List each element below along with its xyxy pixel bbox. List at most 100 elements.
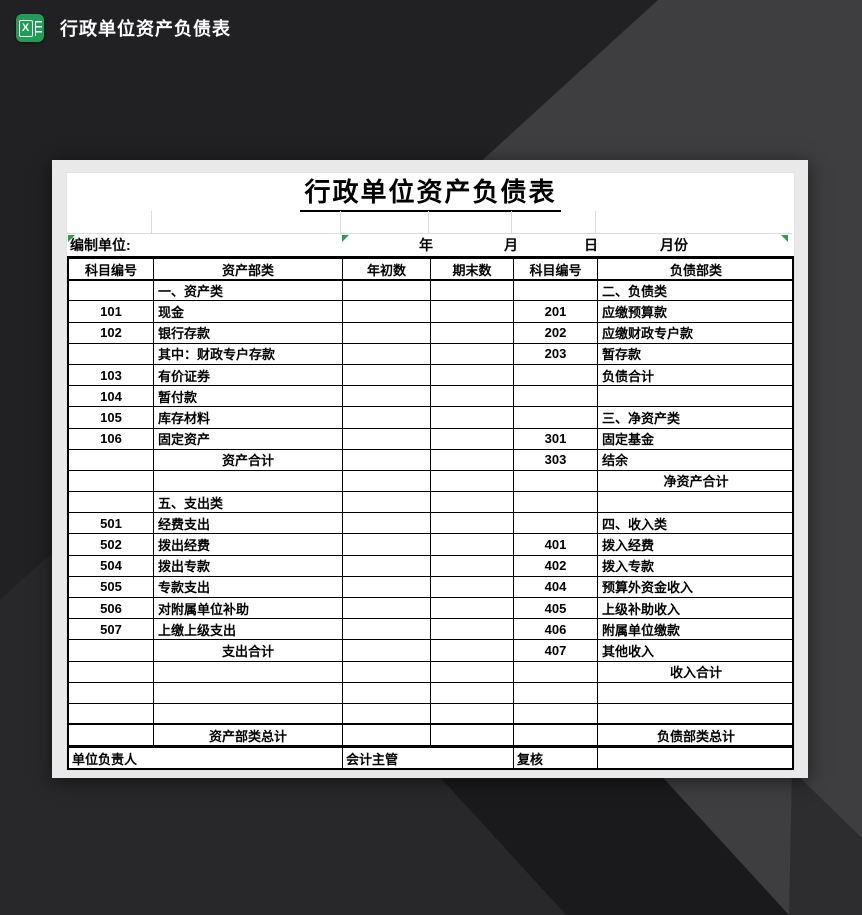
table-cell[interactable]: 固定资产 [154,428,343,450]
table-cell[interactable] [431,703,514,726]
table-cell[interactable]: 202 [514,322,598,344]
table-cell[interactable] [431,619,514,641]
table-cell[interactable] [431,725,514,747]
table-cell[interactable] [514,682,598,704]
table-cell[interactable]: 404 [514,576,598,598]
table-cell[interactable]: 暂存款 [598,344,794,365]
table-cell[interactable]: 二、负债类 [598,280,794,302]
table-cell[interactable]: 对附属单位补助 [154,598,343,620]
table-cell[interactable]: 406 [514,619,598,641]
table-cell[interactable] [514,492,598,514]
table-cell[interactable]: 402 [514,555,598,577]
table-cell[interactable] [431,470,514,493]
header-cell-end[interactable]: 期末数 [431,259,514,281]
table-cell[interactable] [154,661,343,683]
table-cell[interactable]: 经费支出 [154,513,343,535]
table-cell[interactable] [343,301,431,323]
table-cell[interactable]: 银行存款 [154,322,343,344]
table-cell[interactable]: 收入合计 [598,662,794,683]
table-cell[interactable]: 资产部类总计 [154,725,343,747]
header-cell-assets[interactable]: 资产部类 [154,259,343,281]
table-cell[interactable] [69,661,154,683]
table-cell[interactable]: 105 [69,407,154,429]
unit-row[interactable]: 编制单位: 年 月 日 月份 [67,234,794,257]
table-cell[interactable] [431,682,514,704]
table-cell[interactable]: 501 [69,513,154,535]
table-cell[interactable]: 203 [514,343,598,365]
footer-cell-accountant[interactable]: 会计主管 [343,748,514,769]
table-cell[interactable] [343,661,431,683]
table-cell[interactable]: 有价证券 [154,364,343,387]
footer-cell-reviewer[interactable]: 复核 [514,748,598,769]
table-cell[interactable]: 一、资产类 [154,280,343,302]
table-cell[interactable] [343,492,431,514]
table-cell[interactable]: 502 [69,534,154,556]
table-cell[interactable]: 301 [514,428,598,450]
table-cell[interactable] [431,322,514,344]
table-cell[interactable] [69,492,154,514]
table-cell[interactable]: 现金 [154,301,343,323]
table-cell[interactable] [343,322,431,344]
table-cell[interactable] [431,598,514,620]
table-cell[interactable]: 负债部类总计 [598,725,794,747]
table-cell[interactable] [69,703,154,726]
table-cell[interactable] [343,682,431,704]
footer-cell-empty[interactable] [598,748,794,768]
table-cell[interactable]: 507 [69,619,154,641]
header-cell-begin[interactable]: 年初数 [343,259,431,281]
table-cell[interactable] [343,640,431,662]
table-cell[interactable] [431,428,514,450]
table-cell[interactable]: 上级补助收入 [598,598,794,620]
table-cell[interactable] [514,280,598,302]
spacer-row[interactable] [67,211,794,234]
document-title-cell[interactable]: 行政单位资产负债表 [67,173,794,212]
table-cell[interactable]: 201 [514,301,598,323]
table-cell[interactable]: 拨出经费 [154,534,343,556]
table-cell[interactable] [514,513,598,535]
table-cell[interactable] [431,534,514,556]
table-cell[interactable]: 应缴预算款 [598,301,794,323]
table-cell[interactable]: 结余 [598,450,794,471]
table-cell[interactable] [431,640,514,662]
table-cell[interactable] [343,534,431,556]
table-cell[interactable]: 专款支出 [154,576,343,598]
table-cell[interactable] [343,619,431,641]
table-cell[interactable] [514,661,598,683]
table-cell[interactable] [343,386,431,408]
table-cell[interactable]: 拨入经费 [598,534,794,556]
table-cell[interactable]: 101 [69,301,154,323]
table-cell[interactable]: 104 [69,386,154,408]
table-cell[interactable] [514,407,598,429]
table-cell[interactable]: 四、收入类 [598,513,794,535]
table-cell[interactable] [69,470,154,493]
table-cell[interactable] [343,280,431,302]
table-cell[interactable] [431,280,514,302]
table-cell[interactable]: 407 [514,640,598,662]
table-cell[interactable] [431,407,514,429]
table-cell[interactable] [598,386,794,408]
table-cell[interactable] [514,470,598,493]
table-cell[interactable] [598,704,794,726]
table-cell[interactable] [154,470,343,493]
table-cell[interactable] [343,470,431,493]
table-cell[interactable] [69,449,154,471]
table-cell[interactable]: 其中：财政专户存款 [154,343,343,365]
table-cell[interactable] [431,343,514,365]
table-cell[interactable]: 303 [514,449,598,471]
table-cell[interactable] [514,364,598,387]
table-cell[interactable]: 504 [69,555,154,577]
table-cell[interactable] [69,682,154,704]
table-cell[interactable] [431,661,514,683]
table-cell[interactable] [343,513,431,535]
footer-cell-responsible[interactable]: 单位负责人 [69,748,343,769]
table-cell[interactable] [431,555,514,577]
table-cell[interactable] [431,492,514,514]
header-cell-liabilities[interactable]: 负债部类 [598,259,794,281]
table-cell[interactable] [343,364,431,387]
table-cell[interactable]: 其他收入 [598,640,794,662]
table-cell[interactable] [154,703,343,726]
table-cell[interactable] [343,428,431,450]
table-cell[interactable]: 401 [514,534,598,556]
table-cell[interactable] [598,492,794,514]
table-cell[interactable]: 五、支出类 [154,492,343,514]
